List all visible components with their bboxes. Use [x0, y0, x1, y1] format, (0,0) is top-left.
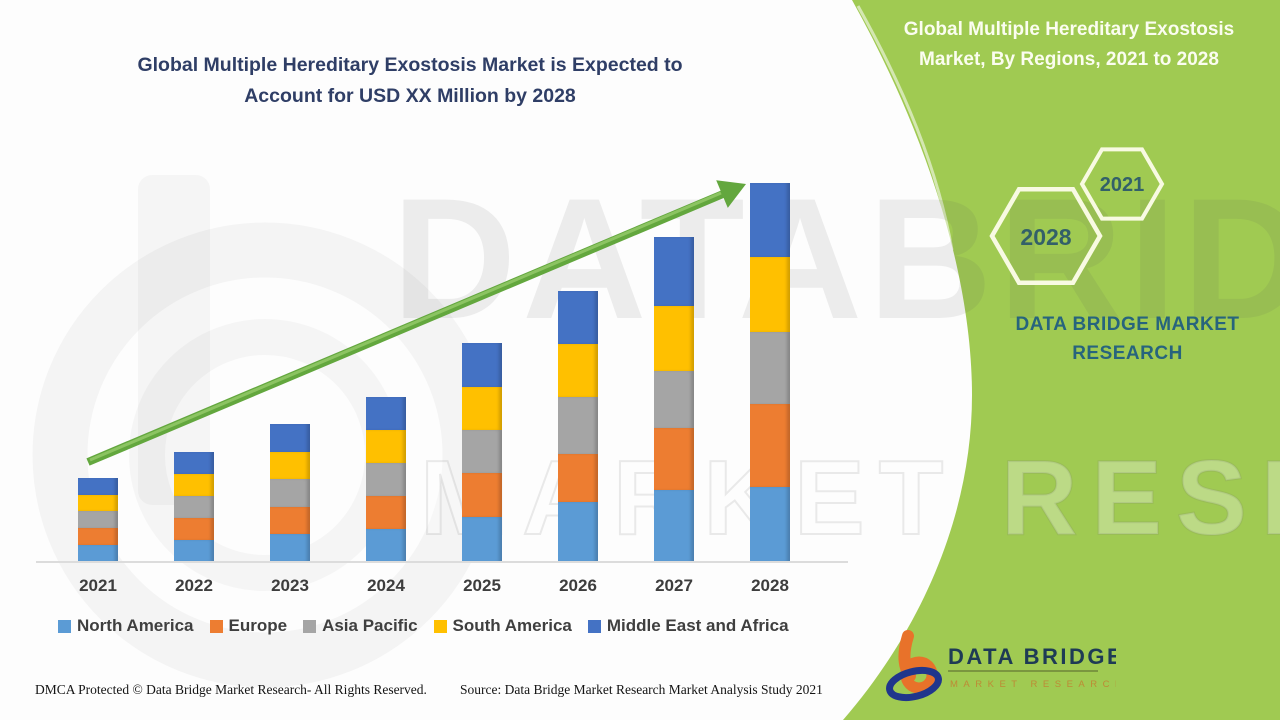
- legend-swatch: [209, 619, 223, 633]
- bar-2027-south-america: [654, 306, 694, 371]
- bar-2026-middle-east-and-africa: [558, 291, 598, 344]
- source-footer-text: Source: Data Bridge Market Research Mark…: [460, 682, 823, 697]
- bar-2025-asia-pacific: [462, 430, 502, 473]
- x-axis-label-2023: 2023: [271, 576, 309, 595]
- bar-2024-north-america: [366, 529, 406, 562]
- legend-label: South America: [452, 616, 572, 635]
- x-axis-label-2021: 2021: [79, 576, 117, 595]
- hexagon-2028-outline: [989, 187, 1103, 285]
- bar-2022-europe: [174, 518, 214, 540]
- x-axis-label-2024: 2024: [367, 576, 405, 595]
- bar-2026-asia-pacific: [558, 397, 598, 454]
- trend-arrow-head: [716, 180, 746, 208]
- bar-2027-asia-pacific: [654, 371, 694, 428]
- panel-edge-highlight: [856, 5, 954, 251]
- legend-item-middle-east-and-africa: Middle East and Africa: [587, 616, 789, 636]
- bar-2024-europe: [366, 496, 406, 529]
- legend-label: Asia Pacific: [322, 616, 418, 635]
- bar-2022-south-america: [174, 474, 214, 496]
- bar-2022-asia-pacific: [174, 496, 214, 518]
- brand-caption: DATA BRIDGE MARKET RESEARCH: [985, 310, 1270, 368]
- bar-2026-north-america: [558, 502, 598, 562]
- bar-2024-south-america: [366, 430, 406, 463]
- bar-2028-north-america: [750, 487, 790, 562]
- x-axis-label-2022: 2022: [175, 576, 213, 595]
- x-axis-line: [36, 561, 848, 563]
- bar-2021-middle-east-and-africa: [78, 478, 118, 495]
- legend-label: Europe: [228, 616, 288, 635]
- x-axis-label-2027: 2027: [655, 576, 693, 595]
- bar-2023-north-america: [270, 534, 310, 562]
- chart-title-line2: Account for USD XX Million by 2028: [244, 85, 576, 107]
- hexagon-2021-label: 2021: [1099, 174, 1145, 196]
- x-axis-label-2025: 2025: [463, 576, 501, 595]
- x-axis-label-2026: 2026: [559, 576, 597, 595]
- hexagon-2021-outline: [1079, 147, 1165, 221]
- legend-swatch: [58, 619, 71, 633]
- legend-swatch: [587, 619, 601, 633]
- logo-d-swirl: [886, 666, 942, 702]
- logo-underline: [948, 670, 1098, 672]
- hexagon-2028-label: 2028: [1020, 224, 1072, 250]
- data-bridge-logo: DATA BRIDGE MARKET RESEARCH: [886, 630, 1116, 702]
- bar-2023-south-america: [270, 452, 310, 479]
- bar-2023-asia-pacific: [270, 479, 310, 507]
- legend-swatch: [303, 619, 317, 633]
- bar-2024-middle-east-and-africa: [366, 397, 406, 430]
- bar-2021-asia-pacific: [78, 511, 118, 528]
- side-panel-heading: Global Multiple Hereditary Exostosis Mar…: [866, 15, 1272, 75]
- logo-wordmark: DATA BRIDGE: [948, 644, 1116, 669]
- bar-2028-europe: [750, 404, 790, 487]
- bar-2027-europe: [654, 428, 694, 490]
- green-swoosh-shape: [843, 0, 1280, 720]
- bar-2028-middle-east-and-africa: [750, 183, 790, 257]
- legend-item-north-america: North America: [58, 616, 194, 636]
- bar-2025-south-america: [462, 387, 502, 430]
- logo-subtitle: MARKET RESEARCH: [950, 679, 1116, 690]
- brand-caption-line1: DATA BRIDGE MARKET: [1015, 314, 1240, 335]
- bar-2026-europe: [558, 454, 598, 502]
- bar-2028-south-america: [750, 257, 790, 332]
- bar-2021-north-america: [78, 545, 118, 562]
- chart-title-line1: Global Multiple Hereditary Exostosis Mar…: [137, 54, 683, 76]
- chart-legend: North America Europe Asia Pacific South Ame…: [58, 616, 789, 636]
- legend-label: North America: [77, 616, 194, 635]
- bar-2023-europe: [270, 507, 310, 534]
- bar-2025-europe: [462, 473, 502, 517]
- bar-2024-asia-pacific: [366, 463, 406, 496]
- legend-item-south-america: South America: [433, 616, 572, 636]
- legend-item-europe: Europe: [209, 616, 288, 636]
- bar-2022-north-america: [174, 540, 214, 562]
- bar-2025-north-america: [462, 517, 502, 562]
- bar-2023-middle-east-and-africa: [270, 424, 310, 452]
- bar-2022-middle-east-and-africa: [174, 452, 214, 474]
- dmca-footer-text: DMCA Protected © Data Bridge Market Rese…: [35, 682, 427, 697]
- bar-2025-middle-east-and-africa: [462, 343, 502, 387]
- bar-2026-south-america: [558, 344, 598, 397]
- side-panel-heading-line2: Market, By Regions, 2021 to 2028: [919, 49, 1219, 70]
- trend-arrow-shaft-highlight: [89, 191, 722, 462]
- bar-2027-north-america: [654, 490, 694, 562]
- brand-caption-line2: RESEARCH: [1072, 343, 1183, 364]
- bar-2021-europe: [78, 528, 118, 545]
- bar-2021-south-america: [78, 495, 118, 511]
- bar-2027-middle-east-and-africa: [654, 237, 694, 306]
- bar-2028-asia-pacific: [750, 332, 790, 404]
- chart-title: Global Multiple Hereditary Exostosis Mar…: [60, 50, 760, 112]
- legend-swatch: [433, 619, 447, 633]
- x-axis-label-2028: 2028: [751, 576, 789, 595]
- legend-label: Middle East and Africa: [606, 616, 789, 635]
- side-panel-heading-line1: Global Multiple Hereditary Exostosis: [903, 19, 1235, 40]
- legend-item-asia-pacific: Asia Pacific: [303, 616, 418, 636]
